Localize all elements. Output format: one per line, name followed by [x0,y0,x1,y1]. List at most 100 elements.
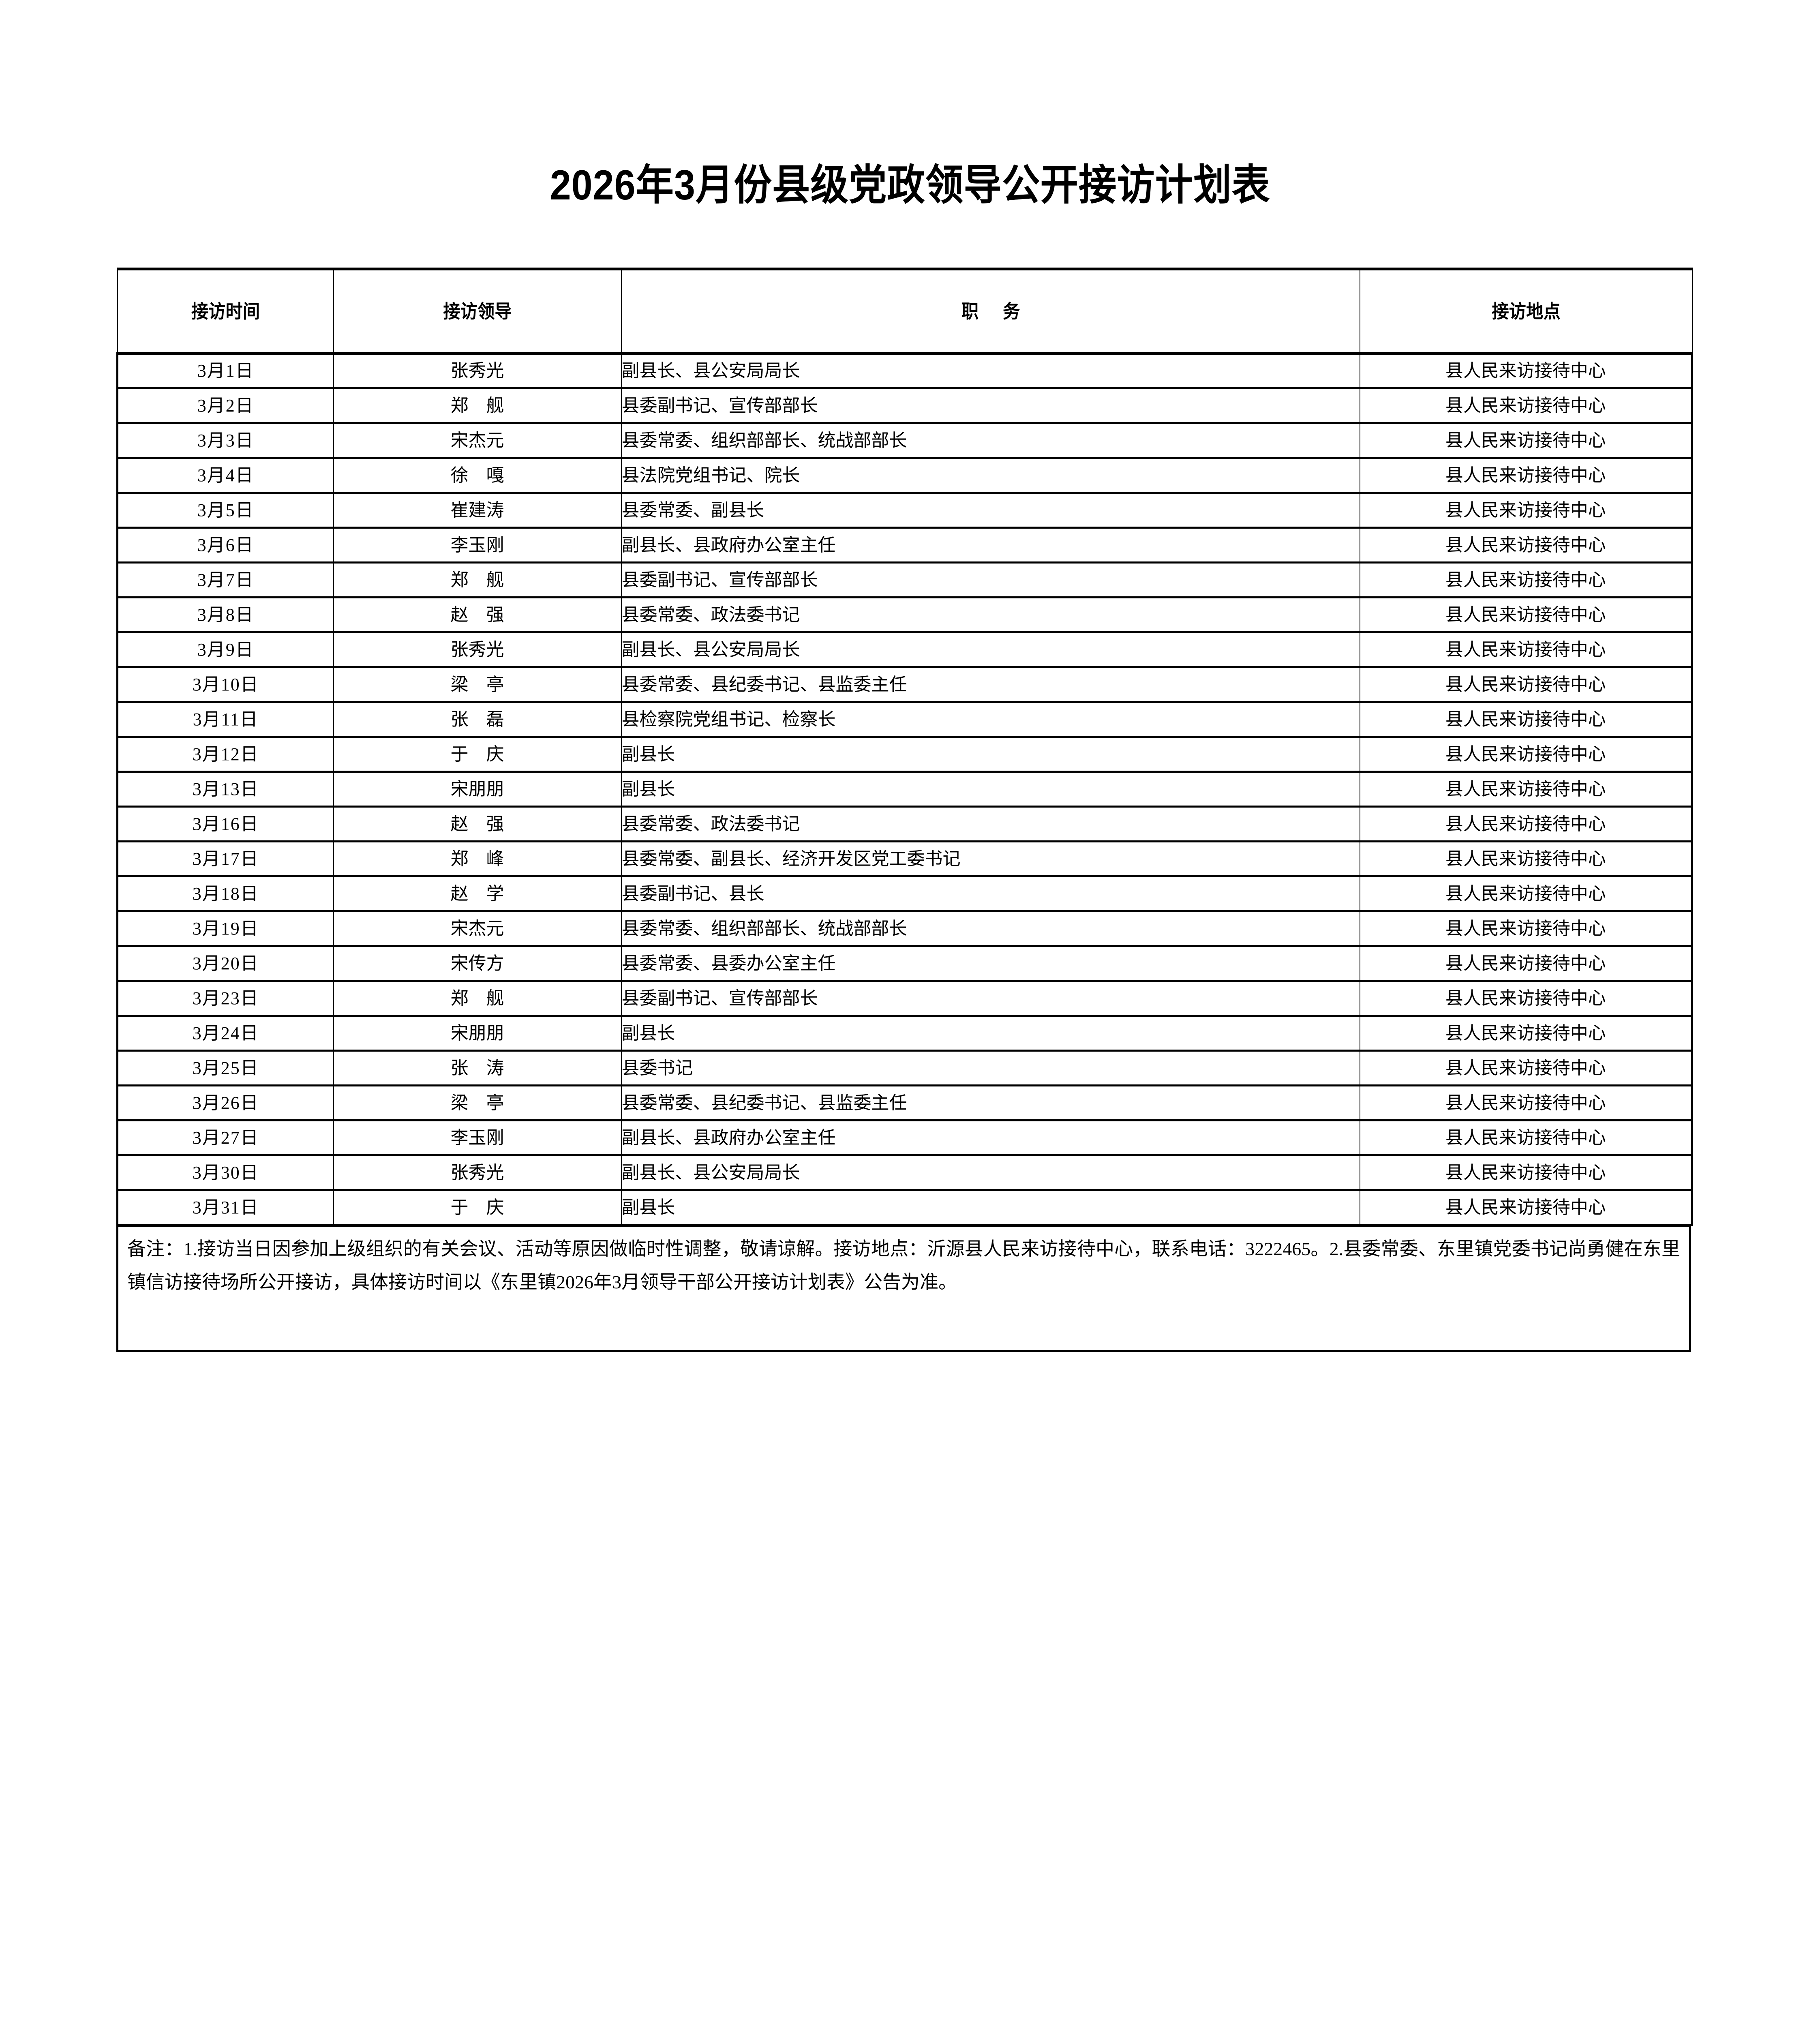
cell-official-post: 县委常委、组织部部长、统战部部长 [621,422,1360,459]
cell-official-post: 县委副书记、宣传部部长 [621,980,1360,1017]
cell-reception-leader: 崔建涛 [333,492,622,529]
cell-official-post: 副县长 [621,771,1360,808]
cell-reception-date: 3月26日 [116,1084,334,1121]
cell-reception-leader: 宋杰元 [333,910,622,947]
table-header: 接访时间 接访领导 职 务 接访地点 [118,268,1692,355]
table-row: 3月24日 宋朋朋 副县长 县人民来访接待中心 [116,1015,1693,1052]
table-row: 3月6日 李玉刚 副县长、县政府办公室主任 县人民来访接待中心 [116,527,1693,564]
table-row: 3月1日 张秀光 副县长、县公安局局长 县人民来访接待中心 [116,352,1693,389]
cell-official-post: 县委常委、政法委书记 [621,806,1360,842]
cell-reception-date: 3月16日 [116,806,334,842]
column-header-leader: 接访领导 [344,268,610,355]
table-row: 3月11日张 磊县检察院党组书记、检察长 县人民来访接待中心 [116,701,1693,738]
cell-reception-place: 县人民来访接待中心 [1359,701,1693,738]
cell-reception-date: 3月8日 [116,596,334,633]
cell-official-post: 副县长 [621,1189,1360,1226]
cell-official-post: 副县长、县政府办公室主任 [621,527,1360,564]
cell-reception-date: 3月6日 [116,527,334,564]
cell-reception-place: 县人民来访接待中心 [1359,806,1693,842]
page-title: 2026年3月份县级党政领导公开接访计划表 [550,162,1270,209]
note-row: 备注：1.接访当日因参加上级组织的有关会议、活动等原因做临时性调整，敬请谅解。接… [116,1224,1691,1352]
cell-reception-date: 3月3日 [116,422,334,459]
cell-reception-leader: 李玉刚 [333,1119,622,1156]
cell-official-post: 县委书记 [621,1050,1360,1086]
cell-official-post: 副县长、县公安局局长 [621,631,1360,668]
table-row: 3月2日郑 舰县委副书记、宣传部部长 县人民来访接待中心 [116,387,1693,424]
cell-reception-place: 县人民来访接待中心 [1359,631,1693,668]
table-row: 3月5日 崔建涛 县委常委、副县长 县人民来访接待中心 [116,492,1693,529]
cell-reception-date: 3月18日 [116,875,334,912]
table-row: 3月7日郑 舰县委副书记、宣传部部长 县人民来访接待中心 [116,561,1693,598]
table-row: 3月9日 张秀光 副县长、县公安局局长 县人民来访接待中心 [116,631,1693,668]
cell-reception-place: 县人民来访接待中心 [1359,1050,1693,1086]
column-header-date: 接访时间 [125,268,325,355]
cell-official-post: 县委常委、县委办公室主任 [621,945,1360,982]
cell-official-post: 副县长、县公安局局长 [621,1154,1360,1191]
cell-reception-place: 县人民来访接待中心 [1359,1084,1693,1121]
cell-official-post: 县检察院党组书记、检察长 [621,701,1360,738]
cell-official-post: 县委常委、县纪委书记、县监委主任 [621,1084,1360,1121]
remarks-note: 备注：1.接访当日因参加上级组织的有关会议、活动等原因做临时性调整，敬请谅解。接… [116,1224,1691,1352]
cell-official-post: 县委副书记、宣传部部长 [621,387,1360,424]
cell-reception-date: 3月9日 [116,631,334,668]
column-header-place: 接访地点 [1372,268,1679,355]
table-row: 3月26日梁 亭县委常委、县纪委书记、县监委主任 县人民来访接待中心 [116,1084,1693,1121]
cell-official-post: 县委副书记、宣传部部长 [621,561,1360,598]
cell-reception-leader: 于 庆 [333,1189,622,1226]
cell-reception-date: 3月13日 [116,771,334,808]
table-row: 3月20日 宋传方 县委常委、县委办公室主任 县人民来访接待中心 [116,945,1693,982]
table-row: 3月4日徐 嘎县法院党组书记、院长 县人民来访接待中心 [116,457,1693,494]
cell-reception-place: 县人民来访接待中心 [1359,666,1693,703]
cell-reception-date: 3月5日 [116,492,334,529]
cell-reception-date: 3月30日 [116,1154,334,1191]
table-row: 3月31日于 庆副县长 县人民来访接待中心 [116,1189,1693,1226]
cell-reception-leader: 张秀光 [333,1154,622,1191]
cell-official-post: 县委常委、县纪委书记、县监委主任 [621,666,1360,703]
column-header-post: 职 务 [650,268,1331,355]
cell-reception-place: 县人民来访接待中心 [1359,561,1693,598]
cell-reception-place: 县人民来访接待中心 [1359,910,1693,947]
cell-reception-leader: 张秀光 [333,352,622,389]
cell-reception-date: 3月27日 [116,1119,334,1156]
cell-official-post: 副县长 [621,736,1360,773]
table-row: 3月10日梁 亭县委常委、县纪委书记、县监委主任 县人民来访接待中心 [116,666,1693,703]
cell-reception-place: 县人民来访接待中心 [1359,1189,1693,1226]
table-row: 3月30日 张秀光 副县长、县公安局局长 县人民来访接待中心 [116,1154,1693,1191]
cell-reception-leader: 郑 舰 [333,980,622,1017]
table-row: 3月18日赵 学县委副书记、县长 县人民来访接待中心 [116,875,1693,912]
cell-reception-place: 县人民来访接待中心 [1359,1015,1693,1052]
cell-reception-date: 3月31日 [116,1189,334,1226]
cell-official-post: 副县长、县政府办公室主任 [621,1119,1360,1156]
cell-reception-leader: 梁 亭 [333,1084,622,1121]
cell-reception-date: 3月12日 [116,736,334,773]
table-row: 3月13日 宋朋朋 副县长 县人民来访接待中心 [116,771,1693,808]
cell-official-post: 副县长 [621,1015,1360,1052]
cell-official-post: 县委副书记、县长 [621,875,1360,912]
table-row: 3月23日郑 舰县委副书记、宣传部部长 县人民来访接待中心 [116,980,1693,1017]
table-row: 3月12日于 庆副县长 县人民来访接待中心 [116,736,1693,773]
cell-reception-leader: 宋朋朋 [333,1015,622,1052]
cell-official-post: 副县长、县公安局局长 [621,352,1360,389]
cell-reception-date: 3月10日 [116,666,334,703]
table-row: 3月16日赵 强县委常委、政法委书记 县人民来访接待中心 [116,806,1693,842]
cell-reception-leader: 郑 峰 [333,840,622,877]
cell-reception-place: 县人民来访接待中心 [1359,492,1693,529]
cell-reception-place: 县人民来访接待中心 [1359,945,1693,982]
table-row: 3月3日 宋杰元 县委常委、组织部部长、统战部部长 县人民来访接待中心 [116,422,1693,459]
cell-reception-place: 县人民来访接待中心 [1359,457,1693,494]
cell-reception-date: 3月20日 [116,945,334,982]
cell-official-post: 县委常委、副县长 [621,492,1360,529]
table-row: 3月19日 宋杰元 县委常委、组织部部长、统战部部长 县人民来访接待中心 [116,910,1693,947]
cell-reception-leader: 赵 强 [333,806,622,842]
cell-reception-place: 县人民来访接待中心 [1359,1154,1693,1191]
cell-reception-leader: 张秀光 [333,631,622,668]
cell-reception-place: 县人民来访接待中心 [1359,352,1693,389]
cell-reception-leader: 宋杰元 [333,422,622,459]
cell-reception-leader: 梁 亭 [333,666,622,703]
cell-reception-date: 3月17日 [116,840,334,877]
cell-reception-leader: 宋朋朋 [333,771,622,808]
cell-reception-leader: 张 磊 [333,701,622,738]
cell-reception-place: 县人民来访接待中心 [1359,1119,1693,1156]
cell-reception-place: 县人民来访接待中心 [1359,736,1693,773]
